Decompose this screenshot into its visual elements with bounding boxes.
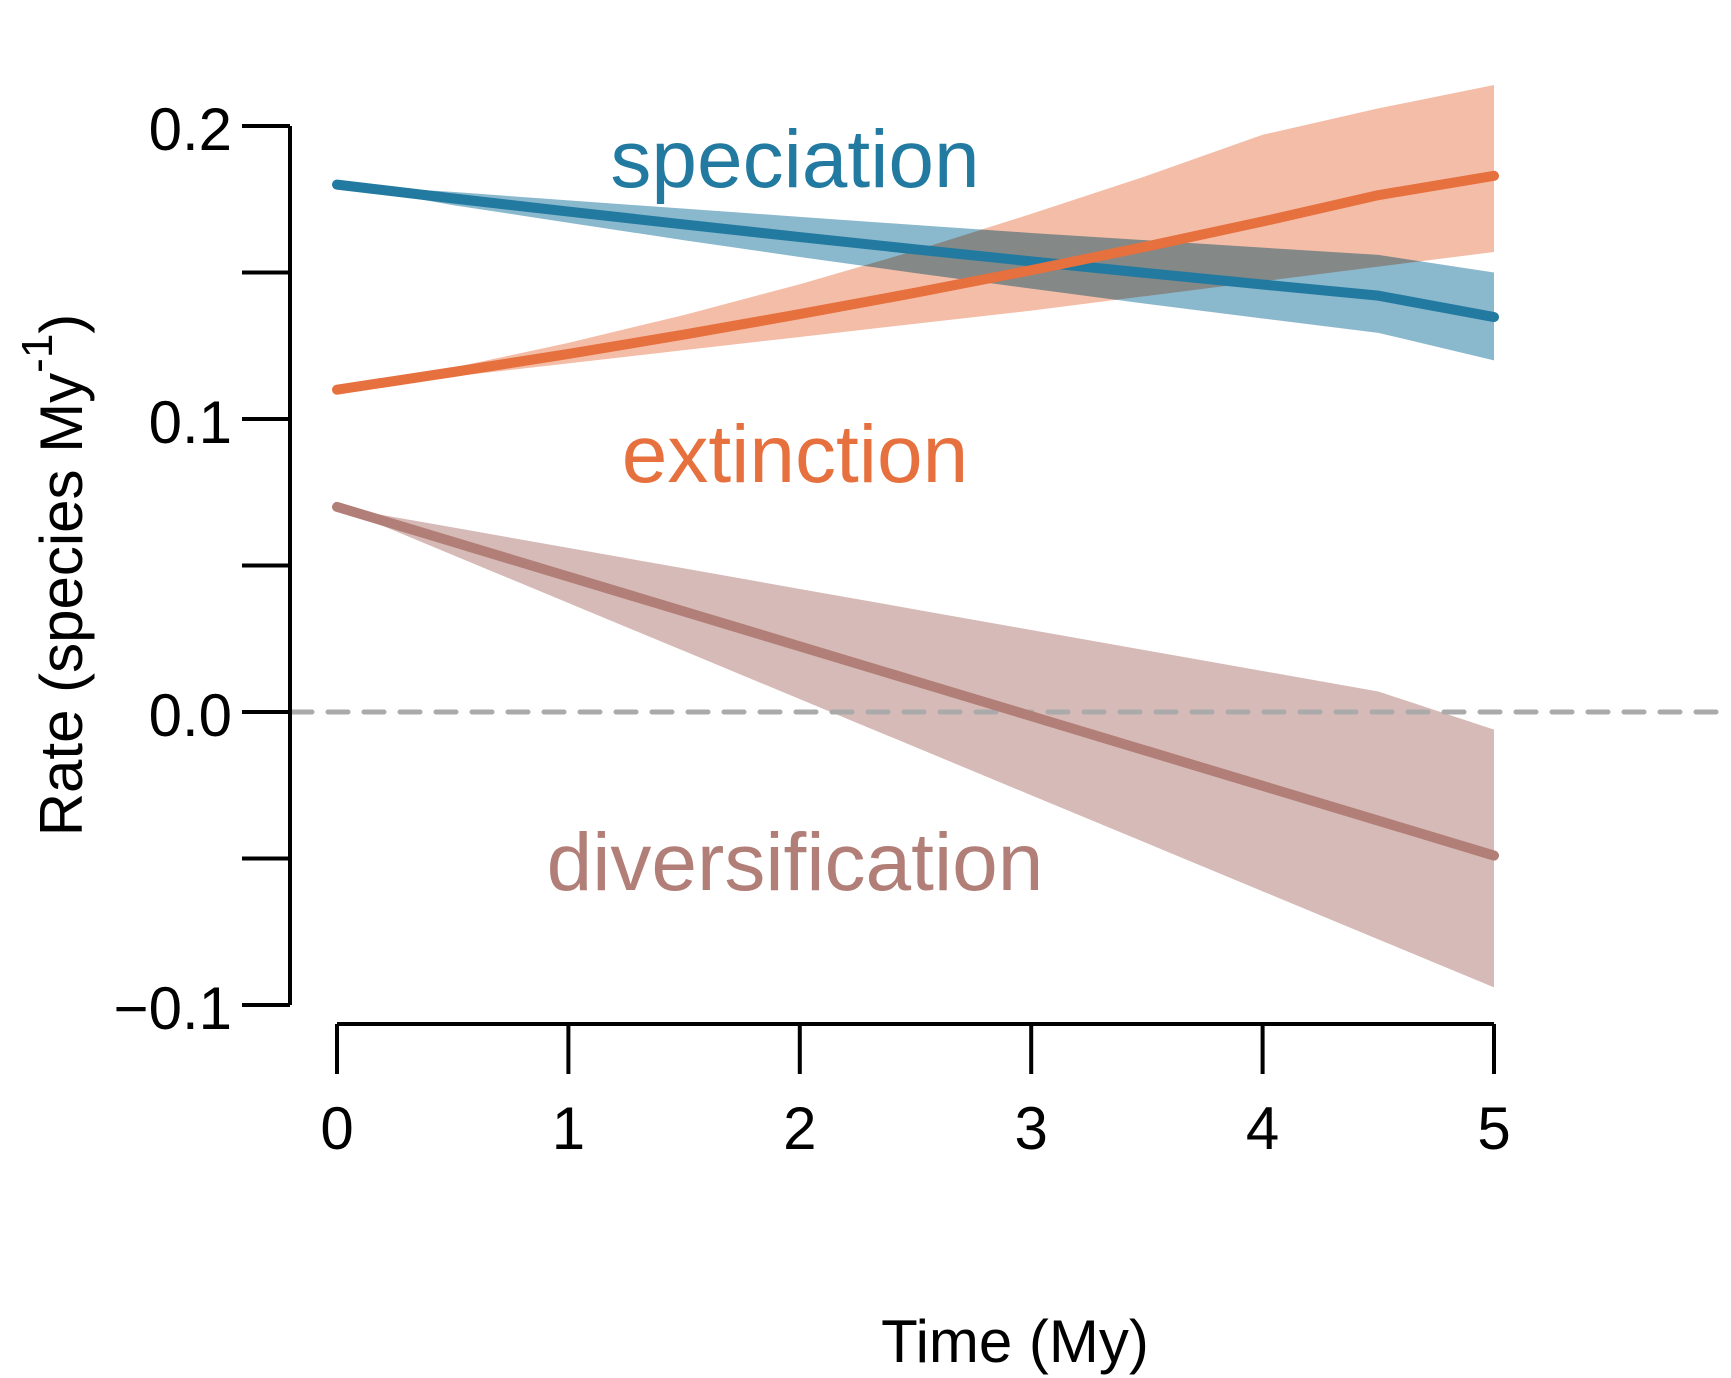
- band-diversification: [337, 506, 1494, 988]
- series-label-speciation: speciation: [610, 114, 979, 205]
- y-axis-title-superscript: -1: [13, 334, 62, 373]
- line-diversification: [332, 501, 1499, 861]
- x-tick-label: 3: [1015, 1095, 1048, 1162]
- x-axis: 0 1 2 3 4 5: [320, 1022, 1511, 1162]
- x-tick-label: 4: [1246, 1095, 1279, 1162]
- y-tick-label: 0.1: [149, 389, 232, 456]
- confidence-bands: [337, 84, 1494, 988]
- series-lines: [332, 170, 1499, 861]
- line-speciation: [332, 179, 1499, 323]
- x-tick-label: 0: [320, 1095, 353, 1162]
- y-axis-title-main: Rate (species My: [28, 373, 95, 836]
- y-axis-title-close: ): [28, 314, 95, 334]
- x-tick-label: 5: [1477, 1095, 1510, 1162]
- series-label-extinction: extinction: [622, 409, 968, 500]
- y-tick-label: −0.1: [114, 975, 232, 1042]
- y-axis: −0.1 0.0 0.1 0.2: [114, 96, 292, 1042]
- x-axis-title: Time (My): [881, 1308, 1149, 1375]
- x-tick-label: 1: [552, 1095, 585, 1162]
- series-label-diversification: diversification: [547, 817, 1044, 908]
- x-tick-label: 2: [783, 1095, 816, 1162]
- y-tick-label: 0.2: [149, 96, 232, 163]
- band-extinction: [337, 84, 1494, 390]
- line-extinction: [332, 170, 1499, 395]
- y-axis-title: Rate (species My-1): [13, 314, 95, 837]
- y-tick-label: 0.0: [149, 682, 232, 749]
